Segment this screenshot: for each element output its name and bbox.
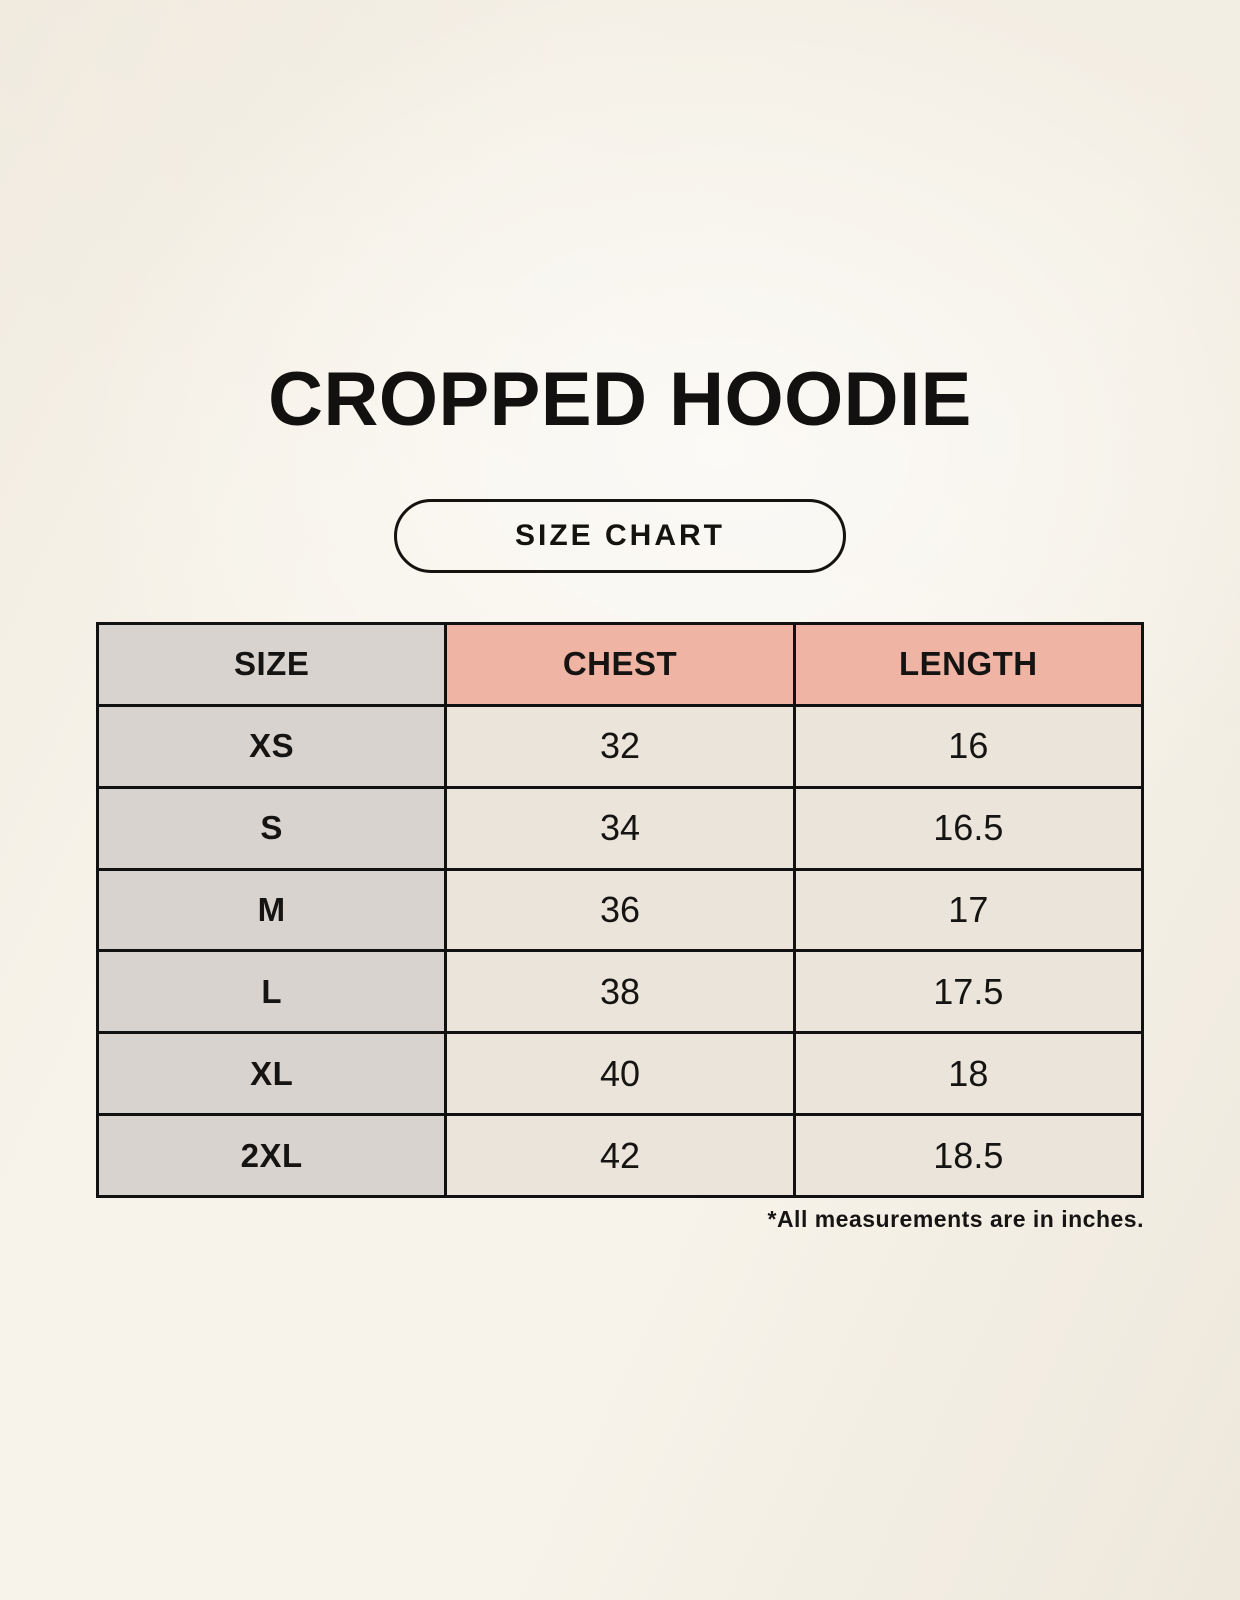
table-cell-length: 18	[795, 1034, 1141, 1114]
table-cell-chest: 34	[447, 788, 793, 868]
column-header-size: SIZE	[99, 625, 445, 704]
page-title: CROPPED HOODIE	[268, 357, 972, 442]
table-row-size-label: S	[99, 788, 445, 868]
table-row-size-label: XS	[99, 706, 445, 786]
table-cell-length: 16	[795, 706, 1141, 786]
table-cell-chest: 36	[447, 870, 793, 950]
table-cell-chest: 40	[447, 1034, 793, 1114]
table-cell-length: 17	[795, 870, 1141, 950]
table-cell-length: 16.5	[795, 788, 1141, 868]
measurements-footnote: *All measurements are in inches.	[767, 1206, 1144, 1232]
table-cell-chest: 38	[447, 952, 793, 1032]
column-header-length: LENGTH	[795, 625, 1141, 704]
table-cell-length: 17.5	[795, 952, 1141, 1032]
table-cell-chest: 42	[447, 1116, 793, 1195]
size-chart-badge-label: SIZE CHART	[515, 519, 725, 552]
table-row-size-label: 2XL	[99, 1116, 445, 1195]
table-row-size-label: XL	[99, 1034, 445, 1114]
size-chart-badge: SIZE CHART	[394, 499, 846, 573]
table-row-size-label: L	[99, 952, 445, 1032]
column-header-chest: CHEST	[447, 625, 793, 704]
size-table: SIZE CHEST LENGTH XS 32 16 S 34 16.5 M 3…	[96, 622, 1144, 1198]
table-row-size-label: M	[99, 870, 445, 950]
table-cell-chest: 32	[447, 706, 793, 786]
table-cell-length: 18.5	[795, 1116, 1141, 1195]
